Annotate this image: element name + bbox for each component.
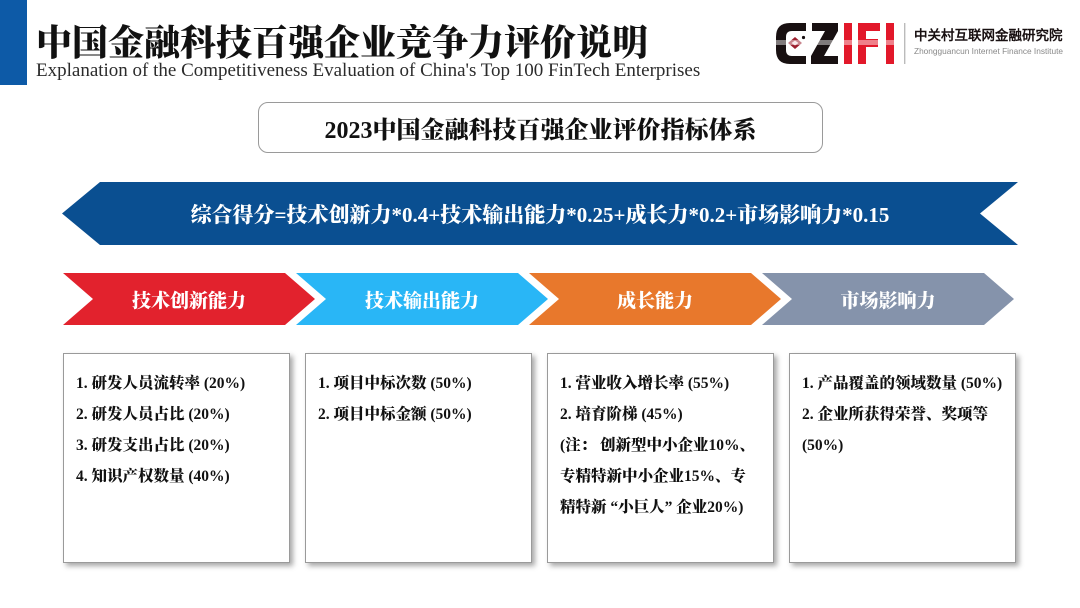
svg-text:Zhongguancun Internet Finance: Zhongguancun Internet Finance Institute (914, 46, 1063, 56)
svg-text:中关村互联网金融研究院: 中关村互联网金融研究院 (914, 27, 1063, 43)
